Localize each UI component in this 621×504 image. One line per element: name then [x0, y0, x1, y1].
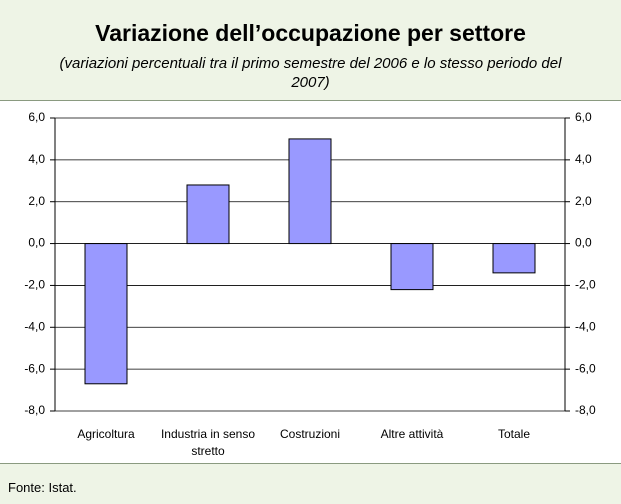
bar — [390, 243, 434, 291]
y2-tick-label: -8,0 — [575, 403, 596, 417]
chart-subtitle: (variazioni percentuali tra il primo sem… — [59, 55, 562, 91]
bar — [288, 138, 332, 245]
x-tick-label: Agricoltura — [77, 427, 135, 441]
y-tick-label: -2,0 — [24, 278, 45, 292]
y2-tick-label: 6,0 — [575, 110, 592, 124]
x-tick-label: Costruzioni — [279, 427, 341, 441]
y2-tick-label: 4,0 — [575, 152, 592, 166]
bar — [84, 243, 128, 385]
y2-tick-label: -6,0 — [575, 361, 596, 375]
chart-title: Variazione dell’occupazione per settore — [95, 20, 526, 46]
source-note: Fonte: Istat. — [8, 480, 77, 495]
y-tick-label: 4,0 — [28, 152, 45, 166]
y2-tick-label: 2,0 — [575, 194, 592, 208]
y-tick-label: 0,0 — [28, 236, 45, 250]
y-tick-label: 6,0 — [28, 110, 45, 124]
y-tick-label: -4,0 — [24, 319, 45, 333]
x-tick-label: Totale — [497, 427, 531, 441]
bar — [492, 243, 536, 274]
x-tick-label: Altre attività — [380, 427, 444, 441]
x-tick-label: Industria in senso stretto — [160, 427, 256, 458]
y-tick-label: -8,0 — [24, 403, 45, 417]
y2-tick-label: -2,0 — [575, 278, 596, 292]
bar — [186, 184, 230, 245]
y-tick-label: -6,0 — [24, 361, 45, 375]
y2-tick-label: 0,0 — [575, 236, 592, 250]
y2-tick-label: -4,0 — [575, 319, 596, 333]
y-tick-label: 2,0 — [28, 194, 45, 208]
